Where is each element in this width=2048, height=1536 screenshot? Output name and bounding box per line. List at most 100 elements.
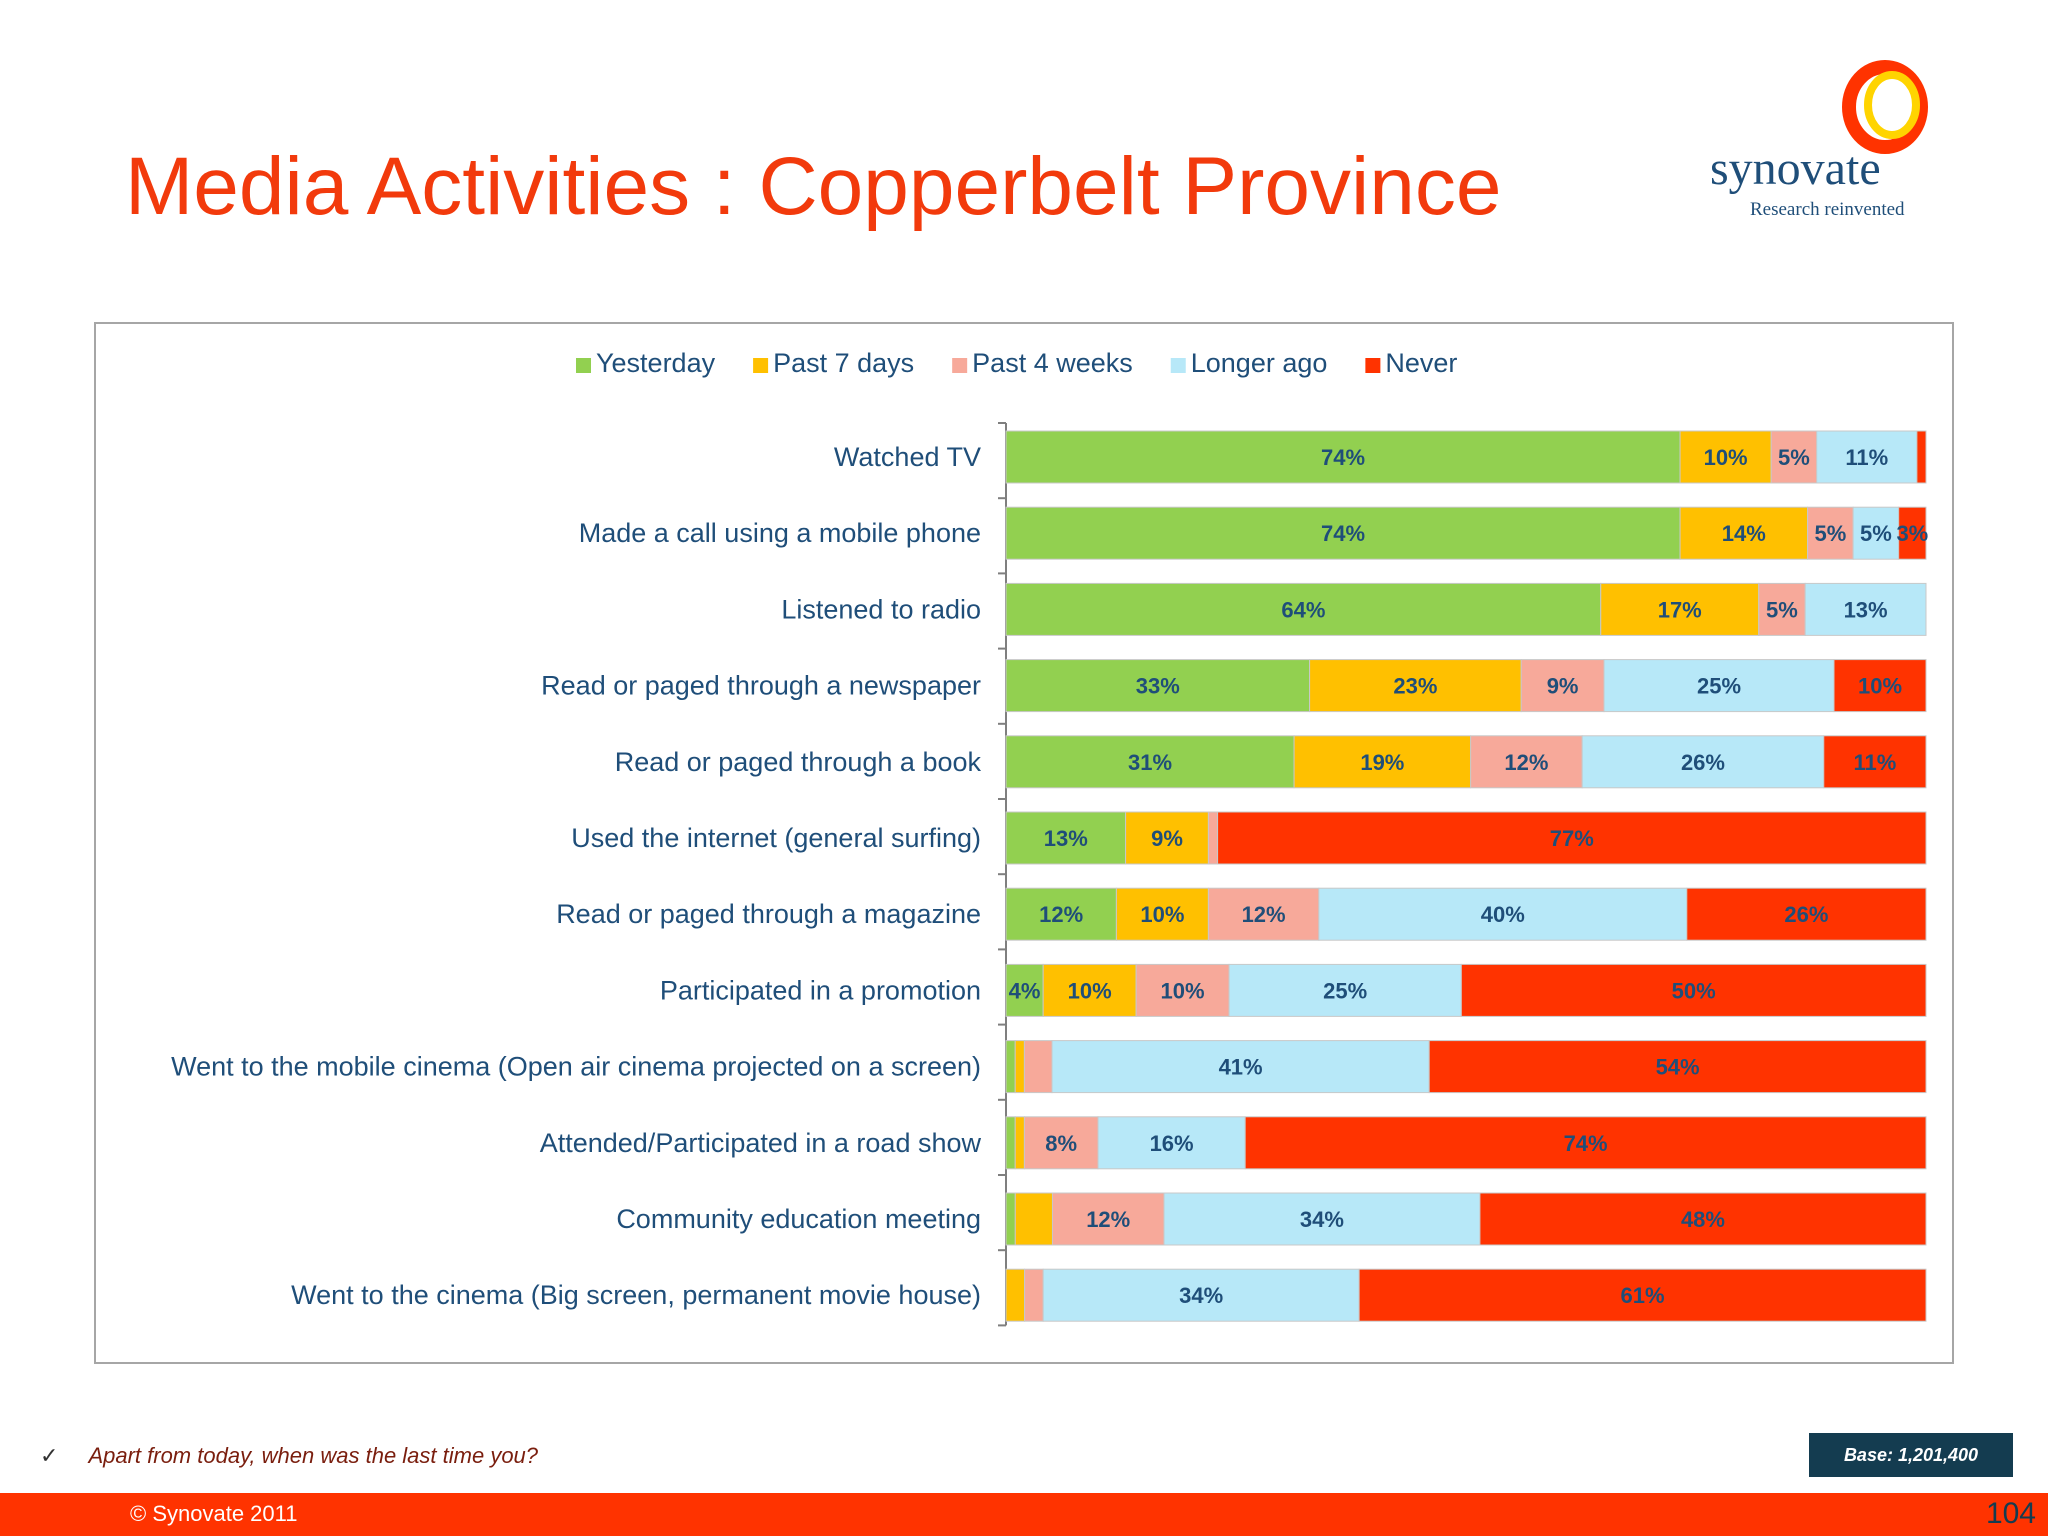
data-label-1-2: 5%	[1814, 521, 1846, 546]
bar-segment-1-4	[1898, 506, 1927, 560]
bar-segment-4-1	[1293, 735, 1472, 789]
data-label-3-0: 33%	[1136, 674, 1180, 699]
bar-segment-7-4	[1460, 963, 1927, 1017]
data-label-7-0: 4%	[1009, 978, 1041, 1003]
bar-segment-9-2	[1023, 1116, 1099, 1170]
bar-segment-6-2	[1207, 887, 1320, 941]
data-label-0-3: 11%	[1845, 445, 1888, 470]
data-label-1-1: 14%	[1722, 521, 1766, 546]
logo-inner-ring	[1864, 71, 1920, 139]
bar-segment-1-0	[1005, 506, 1681, 560]
data-label-9-3: 16%	[1150, 1131, 1194, 1156]
data-label-3-2: 9%	[1547, 674, 1579, 699]
legend-label-4: Never	[1385, 348, 1457, 378]
data-label-6-2: 12%	[1242, 902, 1286, 927]
bar-segment-4-0	[1005, 735, 1295, 789]
category-label-2: Listened to radio	[781, 594, 981, 624]
data-label-8-4: 54%	[1656, 1055, 1700, 1080]
bar-segment-8-2	[1023, 1040, 1053, 1094]
bar-segment-11-3	[1042, 1268, 1360, 1322]
data-label-11-3: 34%	[1179, 1283, 1223, 1308]
category-label-0: Watched TV	[834, 442, 981, 472]
data-label-7-2: 10%	[1161, 978, 1205, 1003]
data-label-7-1: 10%	[1068, 978, 1112, 1003]
legend-label-1: Past 7 days	[773, 348, 914, 378]
logo-rings-icon	[1842, 60, 1928, 154]
bar-segment-6-0	[1005, 887, 1117, 941]
question-text: Apart from today, when was the last time…	[88, 1443, 539, 1468]
bar-segment-9-3	[1097, 1116, 1246, 1170]
data-label-2-2: 5%	[1766, 597, 1798, 622]
bar-segment-10-1	[1014, 1192, 1053, 1246]
bar-segment-8-4	[1428, 1040, 1927, 1094]
bar-segment-4-2	[1470, 735, 1583, 789]
bar-segment-1-1	[1679, 506, 1809, 560]
data-label-6-4: 26%	[1784, 902, 1828, 927]
data-label-5-4: 77%	[1550, 826, 1594, 851]
legend-swatch-3	[1170, 358, 1186, 373]
data-label-0-0: 74%	[1321, 445, 1365, 470]
legend-swatch-1	[753, 358, 769, 373]
bar-segment-3-0	[1005, 659, 1311, 713]
data-label-1-3: 5%	[1860, 521, 1892, 546]
bar-segment-2-3	[1804, 582, 1927, 636]
data-label-10-2: 12%	[1086, 1207, 1130, 1232]
legend-swatch-2	[952, 358, 968, 373]
data-label-7-3: 25%	[1323, 978, 1367, 1003]
bar-segment-2-2	[1758, 582, 1806, 636]
bar-segment-5-2	[1207, 811, 1219, 865]
category-label-11: Went to the cinema (Big screen, permanen…	[291, 1280, 981, 1310]
question-note: ✓ Apart from today, when was the last tim…	[40, 1443, 538, 1469]
bar-segment-10-3	[1163, 1192, 1481, 1246]
data-label-6-3: 40%	[1481, 902, 1525, 927]
data-label-10-3: 34%	[1300, 1207, 1344, 1232]
bar-segment-10-2	[1051, 1192, 1165, 1246]
category-label-9: Attended/Participated in a road show	[540, 1128, 982, 1158]
bar-segment-10-4	[1479, 1192, 1927, 1246]
data-label-2-1: 17%	[1658, 597, 1702, 622]
bar-segment-4-3	[1581, 735, 1825, 789]
data-label-3-3: 25%	[1697, 674, 1741, 699]
checkmark-icon: ✓	[40, 1443, 59, 1468]
data-label-4-2: 12%	[1504, 750, 1548, 775]
bar-segment-2-1	[1600, 582, 1760, 636]
data-label-3-4: 10%	[1858, 674, 1902, 699]
bar-segment-6-1	[1115, 887, 1209, 941]
bar-segment-3-4	[1833, 659, 1927, 713]
bar-segment-5-4	[1217, 811, 1927, 865]
category-label-3: Read or paged through a newspaper	[541, 671, 981, 701]
data-label-0-2: 5%	[1778, 445, 1810, 470]
bar-segment-8-1	[1014, 1040, 1025, 1094]
category-label-7: Participated in a promotion	[660, 975, 981, 1005]
bar-segment-3-1	[1309, 659, 1522, 713]
bar-segment-3-3	[1603, 659, 1835, 713]
data-label-11-4: 61%	[1621, 1283, 1665, 1308]
legend-label-3: Longer ago	[1191, 348, 1328, 378]
category-label-1: Made a call using a mobile phone	[579, 518, 981, 548]
bar-segment-1-2	[1807, 506, 1854, 560]
bar-segment-9-4	[1244, 1116, 1927, 1170]
bar-segment-0-0	[1005, 430, 1681, 484]
legend-swatch-4	[1365, 358, 1381, 373]
data-label-4-3: 26%	[1681, 750, 1725, 775]
category-label-10: Community education meeting	[616, 1204, 981, 1234]
bar-segment-9-0	[1005, 1116, 1016, 1170]
data-label-4-0: 31%	[1128, 750, 1172, 775]
bar-segment-8-0	[1005, 1040, 1016, 1094]
bar-segment-3-2	[1520, 659, 1605, 713]
logo-wordmark: synovate	[1710, 142, 1881, 195]
data-label-4-1: 19%	[1360, 750, 1404, 775]
data-label-9-2: 8%	[1045, 1131, 1077, 1156]
legend-label-2: Past 4 weeks	[972, 348, 1133, 378]
data-label-9-4: 74%	[1564, 1131, 1608, 1156]
bar-segment-7-1	[1042, 963, 1137, 1017]
copyright-text: © Synovate 2011	[130, 1501, 298, 1526]
bar-segment-8-3	[1051, 1040, 1430, 1094]
bar-segment-0-4	[1916, 430, 1927, 484]
legend-swatch-0	[576, 358, 591, 373]
bar-segment-10-0	[1005, 1192, 1016, 1246]
data-label-1-4: 3%	[1896, 521, 1928, 546]
data-label-2-0: 64%	[1281, 597, 1325, 622]
chart-panel: Yesterday Past 7 days Past 4 weeks Longer a…	[94, 322, 1954, 1364]
logo-tagline: Research reinvented	[1750, 199, 1905, 220]
